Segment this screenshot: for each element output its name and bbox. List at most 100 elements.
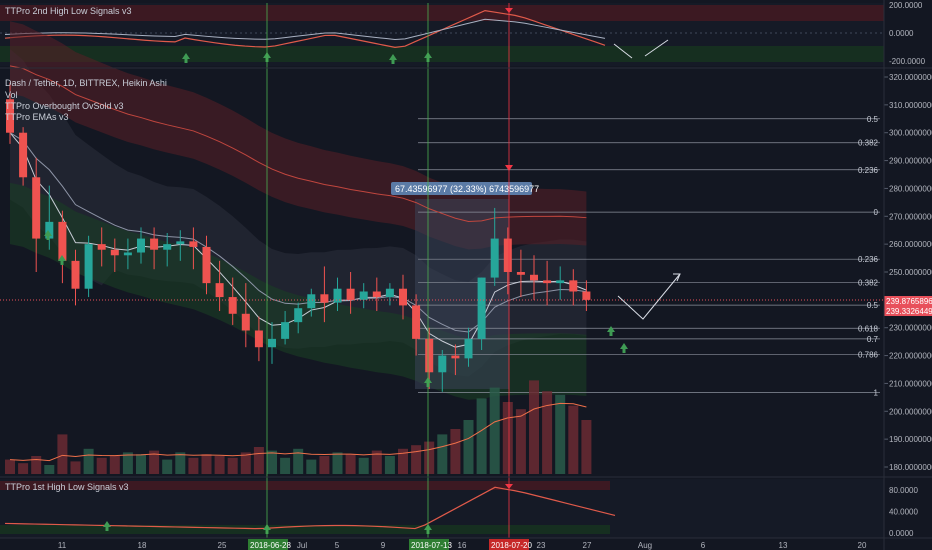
candle-body [123,252,132,256]
volume-bar [83,448,94,474]
x-tick-label: 20 [858,541,867,550]
bottom-indicator-panel[interactable]: TTPro 1st High Low Signals v3 80.0000 40.… [0,479,918,538]
x-tick-label: 25 [218,541,227,550]
candle-body [110,249,119,256]
volume-bar [240,452,251,474]
candle-body [150,238,159,250]
fib-label: 0 [874,208,879,217]
volume-bar [411,445,422,474]
candle-body [412,305,421,339]
volume-bar [358,457,369,474]
candle-body [359,291,368,300]
fib-label: 1 [874,388,879,397]
bottom-overbought-zone [0,481,610,490]
main-chart-panel[interactable]: 0.5 0.382 0.236 0 0.236 0.382 0.5 0.618 0.7 0.786… [0,21,932,476]
x-axis: 11 18 25 Jul 5 9 16 23 27 Aug 6 13 20 [58,541,867,550]
candle-body [137,238,145,253]
candle-body [71,260,80,289]
measure-label[interactable]: 67.43596977 (32.33%) 6743596977 [391,182,539,195]
bottom-ytick-label: 40.0000 [889,508,918,517]
candle-body [189,241,198,247]
candle-body [294,308,303,323]
main-panel-titles: Dash / Tether, 1D, BITTREX, Heikin Ashi … [5,78,167,122]
volume-bar [502,402,513,474]
top-panel-title: TTPro 2nd High Low Signals v3 [5,6,132,16]
indicator-vol: Vol [5,90,18,100]
date-badge-0713: 2018-07-13 [411,541,452,550]
volume-bar [162,459,173,474]
volume-bar [345,454,356,474]
date-badge-0720: 2018-07-20 [491,541,532,550]
volume-bar [57,434,68,474]
main-y-axis: 320.00000000 310.00000000 300.00000000 290.… [884,73,932,472]
candle-body [45,221,54,239]
top-projection-up [644,39,669,57]
x-tick-label: 27 [583,541,592,550]
measure-label-bg [391,182,532,195]
top-projection-down [613,43,633,59]
x-tick-label: 5 [335,541,340,550]
main-ytick-label: 190.00000000 [889,435,932,444]
top-indicator-panel[interactable]: TTPro 2nd High Low Signals v3 200.0000 0.… [0,1,926,66]
volume-bar [515,409,526,474]
candle-body [477,277,486,339]
candle-body [516,272,525,275]
candle-body [333,288,342,303]
candle-body [202,246,211,284]
top-ytick-label: 200.0000 [889,1,923,10]
price-label-2-bg [884,306,932,316]
indicator-emas: TTPro EMAs v3 [5,112,69,122]
top-signal-line [4,9,606,49]
x-tick-label: 13 [779,541,788,550]
candle-body [97,244,106,250]
top-ytick-label: -200.0000 [889,57,926,66]
candle-body [84,244,93,289]
price-label-1-bg [884,296,932,306]
volume-bar [319,456,330,474]
candle-body [254,330,263,348]
x-tick-label: 23 [537,541,546,550]
fib-label: 0.382 [858,278,879,287]
x-tick-label: 11 [58,541,67,550]
volume-bar [267,450,277,474]
candle-body [6,99,14,133]
main-ytick-label: 320.00000000 [889,73,932,82]
volume-bar [18,463,29,474]
bottom-oversold-zone [0,525,610,534]
heikin-ashi-candles [6,82,591,392]
volume-bar [188,457,199,474]
volume-bar [70,461,81,474]
candle-body [490,238,499,278]
candle-body [241,313,250,331]
candle-body [346,288,355,300]
top-buy-arrow-icon [389,54,397,64]
top-oversold-zone [0,46,884,62]
top-y-axis: 200.0000 0.0000 -200.0000 [889,1,926,66]
candle-body [438,355,447,373]
fib-label: 0.382 [858,139,879,148]
x-tick-label: 6 [701,541,706,550]
main-projection-path [617,273,681,320]
candle-body [215,283,224,298]
bottom-y-axis: 80.0000 40.0000 0.0000 [889,486,918,538]
projection-arrow-head [673,273,681,282]
volume-bar [529,380,539,474]
main-ytick-label: 180.00000000 [889,463,932,472]
volume-bar [280,457,291,474]
fib-label: 0.236 [858,255,879,264]
fib-label: 0.618 [858,324,879,333]
date-badge-0628-bg [248,539,288,550]
main-ytick-label: 210.00000000 [889,379,932,388]
x-tick-label: 16 [458,541,467,550]
buy-arrow-icon [620,343,628,353]
volume-bar [109,456,120,474]
fib-label: 0.5 [867,115,879,124]
candle-body [19,132,28,178]
fib-label: 0.786 [858,350,879,359]
buy-arrow-icon [607,326,615,336]
price-label-2: 239.33264491 [886,307,932,316]
candle-body [530,274,538,281]
volume-bar [437,434,448,474]
candle-body [451,355,460,359]
